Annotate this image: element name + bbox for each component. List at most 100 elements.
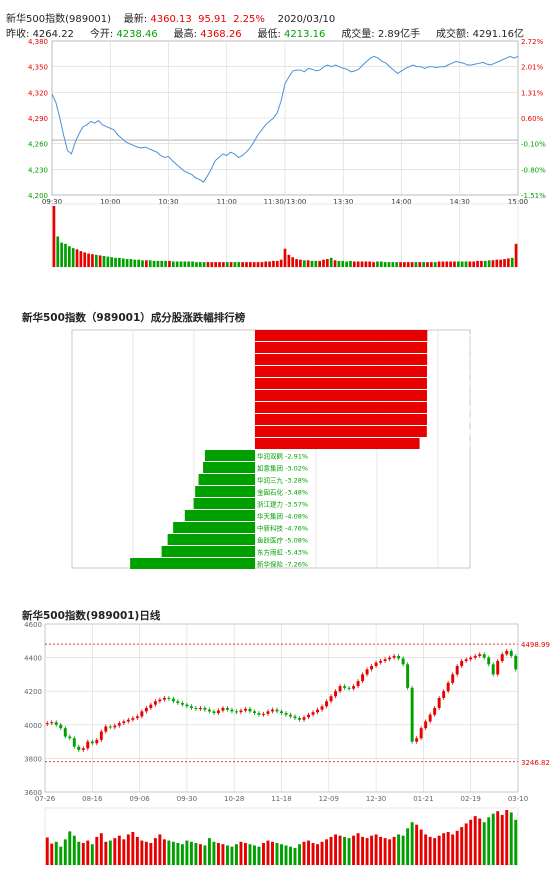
y-tick-label: 4,350 <box>28 64 48 72</box>
candle-body <box>167 697 171 699</box>
volume-bar <box>456 261 460 267</box>
daily-volume-bar <box>108 840 112 865</box>
volume-bar <box>314 260 318 267</box>
volume-bar <box>487 260 491 267</box>
candle-body <box>289 714 292 717</box>
pct-tick-label: -0.80% <box>521 166 546 174</box>
volume-bar <box>295 259 298 267</box>
volume-bar <box>106 256 110 267</box>
volume-bar <box>121 258 125 267</box>
candle-body <box>59 724 63 729</box>
volume-bar <box>476 260 479 267</box>
candle-body <box>113 725 117 728</box>
candle-body <box>320 706 324 710</box>
daily-volume-bar <box>347 838 351 865</box>
daily-volume-bar <box>262 843 265 865</box>
daily-x-tick-label: 11-18 <box>271 795 291 803</box>
volume-bar <box>168 260 171 267</box>
daily-volume-bar <box>81 843 85 865</box>
volume-bar <box>164 260 167 267</box>
ranking-bar-label: 中天环保 10.01% <box>459 344 512 353</box>
candle-body <box>284 713 288 715</box>
candle-body <box>514 655 518 670</box>
candle-body <box>95 739 99 744</box>
candle-body <box>68 736 72 739</box>
daily-volume-bar <box>271 841 274 865</box>
candle-body <box>266 711 270 714</box>
open-value: 4238.46 <box>116 29 158 40</box>
candle-body <box>334 691 338 697</box>
candle-body <box>104 726 108 732</box>
daily-volume-bar <box>293 847 297 865</box>
ranking-bar-label: 光环新网 9.57% <box>459 440 508 449</box>
candle-body <box>108 726 112 728</box>
candle-body <box>451 674 455 683</box>
ranking-bar-label: 鸿通电器 10% <box>459 416 502 425</box>
daily-volume-bar <box>275 843 279 865</box>
daily-y-tick-label: 4400 <box>24 655 42 663</box>
candle-body <box>379 660 383 663</box>
daily-volume-bar <box>365 838 369 865</box>
volume-bar <box>329 257 333 267</box>
daily-volume-bar <box>86 840 90 865</box>
candle-body <box>455 666 459 675</box>
daily-volume-bar <box>280 844 283 865</box>
candle-body <box>383 659 387 661</box>
candle-body <box>144 708 148 712</box>
volume-bar <box>403 262 406 267</box>
volume-bar <box>56 236 60 267</box>
candle-body <box>424 721 428 729</box>
ranking-bar-label: 华林证券 9.99% <box>459 428 508 437</box>
ranking-bar-label: 鱼跃医疗 -5.08% <box>257 536 308 545</box>
volume-bar <box>145 260 148 267</box>
candle-body <box>54 722 58 725</box>
volume-bar <box>383 262 387 267</box>
volume-bar <box>241 262 244 267</box>
candle-body <box>262 713 265 715</box>
pct-tick-label: -0.10% <box>521 141 546 149</box>
daily-volume-bar <box>298 844 301 865</box>
volume-bar <box>345 261 348 267</box>
x-tick-label: 15:00 <box>508 198 528 206</box>
ranking-bar <box>198 474 255 485</box>
daily-volume-bar <box>469 819 473 865</box>
volume-bar <box>437 261 441 267</box>
daily-x-tick-label: 02-19 <box>461 795 481 803</box>
daily-volume-bar <box>446 832 450 865</box>
ranking-bar-label: 浙江建力 -3.57% <box>257 500 308 509</box>
volume-bar <box>491 260 495 267</box>
candle-body <box>415 738 419 742</box>
candle-body <box>86 741 90 749</box>
daily-volume-bar <box>406 828 410 865</box>
ranking-bar-label: 东旭光电 10.01% <box>459 356 512 365</box>
candle-body <box>140 711 144 717</box>
candle-body <box>234 711 238 713</box>
volume-bar <box>67 246 71 267</box>
candle-body <box>509 650 513 656</box>
high-value: 4368.26 <box>200 29 242 40</box>
volume-bar <box>337 260 341 267</box>
volume-bar <box>210 262 214 267</box>
daily-volume-bar <box>329 836 333 865</box>
ranking-bar <box>255 414 427 425</box>
ranking-bar <box>255 366 427 377</box>
volume-bar <box>429 262 433 267</box>
ranking-chart: 沪电股份 10.02% 中天环保 10.01% 东旭光电 10.01% 中大科技 10… <box>71 329 512 569</box>
volume-bar <box>414 262 418 267</box>
candle-body <box>198 708 202 709</box>
volume-label: 成交量: <box>341 29 375 40</box>
daily-volume-bar <box>180 844 184 865</box>
latest-label: 最新: <box>123 14 148 25</box>
prev-close-value: 4264.22 <box>32 29 74 40</box>
volume-bar <box>160 260 164 267</box>
daily-volume-bar <box>370 835 374 865</box>
volume-bar <box>499 259 503 267</box>
volume-bar <box>252 262 256 267</box>
daily-y-tick-label: 4200 <box>24 688 42 696</box>
volume-bar <box>395 262 399 267</box>
volume-bar <box>148 260 152 267</box>
ranking-bar-label: 九阳股份 10% <box>459 392 502 401</box>
candle-body <box>153 701 157 705</box>
daily-volume-bar <box>433 838 437 865</box>
candle-body <box>162 697 166 700</box>
